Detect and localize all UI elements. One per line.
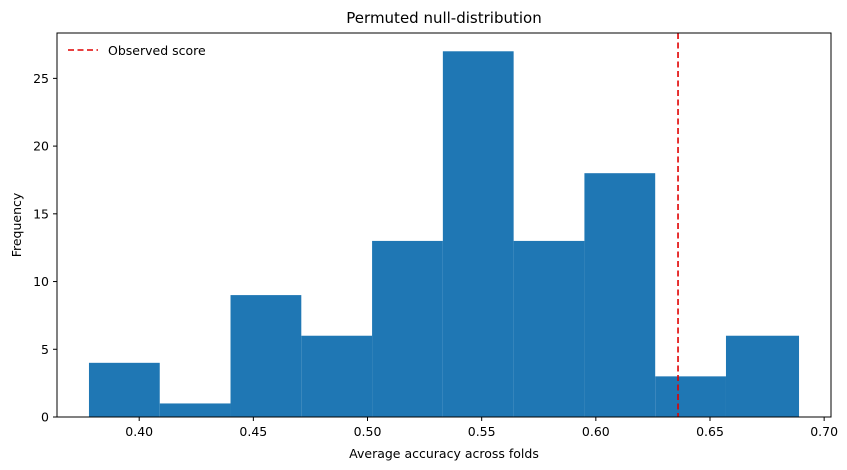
histogram-bar xyxy=(301,335,373,417)
legend: Observed score xyxy=(68,43,206,58)
x-tick-label: 0.40 xyxy=(125,424,153,439)
x-tick-label: 0.60 xyxy=(582,424,610,439)
y-tick-label: 0 xyxy=(41,410,49,425)
x-axis-label: Average accuracy across folds xyxy=(349,446,539,461)
plot-frame xyxy=(56,32,832,418)
x-tick-label: 0.70 xyxy=(810,424,838,439)
y-tick-label: 5 xyxy=(41,342,49,357)
y-axis-label: Frequency xyxy=(9,192,24,257)
x-tick-label: 0.55 xyxy=(468,424,496,439)
y-tick-label: 15 xyxy=(33,206,49,221)
legend-label-observed: Observed score xyxy=(108,43,206,58)
histogram-bar xyxy=(725,335,800,417)
histogram-bar xyxy=(88,362,160,417)
x-tick-label: 0.45 xyxy=(239,424,267,439)
chart-title: Permuted null-distribution xyxy=(346,9,541,27)
histogram-bar xyxy=(584,173,656,417)
x-axis-ticks: 0.40 0.45 0.50 0.55 0.60 0.65 0.70 xyxy=(125,417,838,439)
histogram-bar xyxy=(442,51,514,418)
y-tick-label: 20 xyxy=(33,139,49,154)
bars-group xyxy=(88,51,800,418)
y-tick-label: 10 xyxy=(33,274,49,289)
histogram-bar xyxy=(513,240,585,417)
y-tick-label: 25 xyxy=(33,71,49,86)
x-tick-label: 0.50 xyxy=(354,424,382,439)
x-tick-label: 0.65 xyxy=(696,424,724,439)
histogram-bar xyxy=(655,376,726,417)
y-axis-ticks: 0 5 10 15 20 25 xyxy=(33,71,57,425)
histogram-bar xyxy=(230,295,302,417)
histogram-bar xyxy=(159,403,231,417)
histogram-bar xyxy=(372,240,443,417)
